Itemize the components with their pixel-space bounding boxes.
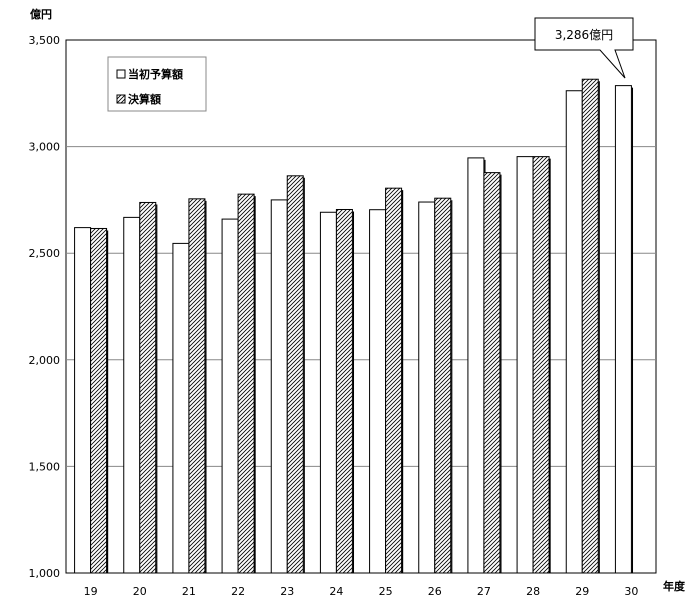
bar-initial-budget-27	[467, 157, 485, 574]
legend-swatch-plain	[116, 69, 126, 79]
x-tick-label: 20	[133, 585, 147, 598]
bar-settlement-27	[483, 172, 501, 574]
bar-settlement-22	[237, 193, 255, 574]
x-tick-label: 26	[428, 585, 442, 598]
x-tick-label: 28	[526, 585, 540, 598]
y-tick-label: 1,500	[29, 460, 61, 473]
y-axis-ticks: 1,000 1,500 2,000 2,500 3,000 3,500	[29, 34, 61, 580]
x-axis-ticks: 19 20 21 22 23 24 25 26 27 28 29 30	[84, 585, 639, 598]
bar-initial-budget-23	[270, 199, 288, 574]
bar-settlement-29	[581, 78, 599, 574]
legend-swatch-hatched	[116, 94, 126, 104]
bar-settlement-21	[188, 198, 206, 574]
x-tick-label: 19	[84, 585, 98, 598]
bar-settlement-24	[335, 208, 353, 574]
bar-initial-budget-29	[565, 90, 583, 574]
bar-initial-budget-26	[418, 201, 436, 574]
bar-initial-budget-19	[74, 227, 92, 574]
x-tick-label: 30	[624, 585, 638, 598]
bars	[74, 78, 634, 574]
legend-label-1: 決算額	[128, 92, 161, 106]
bar-settlement-28	[532, 156, 550, 574]
plot-area	[65, 39, 657, 574]
x-tick-label: 25	[379, 585, 393, 598]
callout: 3,286億円	[534, 17, 634, 79]
y-tick-label: 3,500	[29, 34, 61, 47]
bar-settlement-20	[139, 201, 157, 574]
bar-initial-budget-25	[369, 209, 387, 574]
bar-settlement-19	[90, 227, 108, 574]
x-tick-label: 29	[575, 585, 589, 598]
bar-initial-budget-30	[614, 85, 632, 574]
x-tick-label: 22	[231, 585, 245, 598]
x-tick-label: 23	[280, 585, 294, 598]
x-tick-label: 24	[329, 585, 343, 598]
callout-box	[534, 17, 634, 79]
bar-initial-budget-22	[221, 218, 239, 574]
bar-initial-budget-20	[123, 216, 141, 574]
bar-initial-budget-24	[319, 211, 337, 574]
x-tick-label: 21	[182, 585, 196, 598]
y-tick-label: 2,000	[29, 354, 61, 367]
bar-settlement-25	[385, 187, 403, 574]
legend: 当初予算額 決算額	[107, 56, 207, 112]
y-tick-label: 2,500	[29, 247, 61, 260]
x-tick-label: 27	[477, 585, 491, 598]
y-tick-label: 1,000	[29, 567, 61, 580]
y-tick-label: 3,000	[29, 141, 61, 154]
x-axis-unit: 年度	[663, 579, 686, 593]
bar-initial-budget-21	[172, 242, 190, 574]
bar-initial-budget-28	[516, 156, 534, 574]
y-axis-unit: 億円	[30, 7, 52, 21]
legend-label-0: 当初予算額	[128, 67, 183, 81]
bar-settlement-26	[434, 197, 452, 574]
grid-lines	[66, 146, 656, 467]
bar-settlement-23	[286, 175, 304, 574]
callout-label: 3,286億円	[555, 28, 613, 42]
